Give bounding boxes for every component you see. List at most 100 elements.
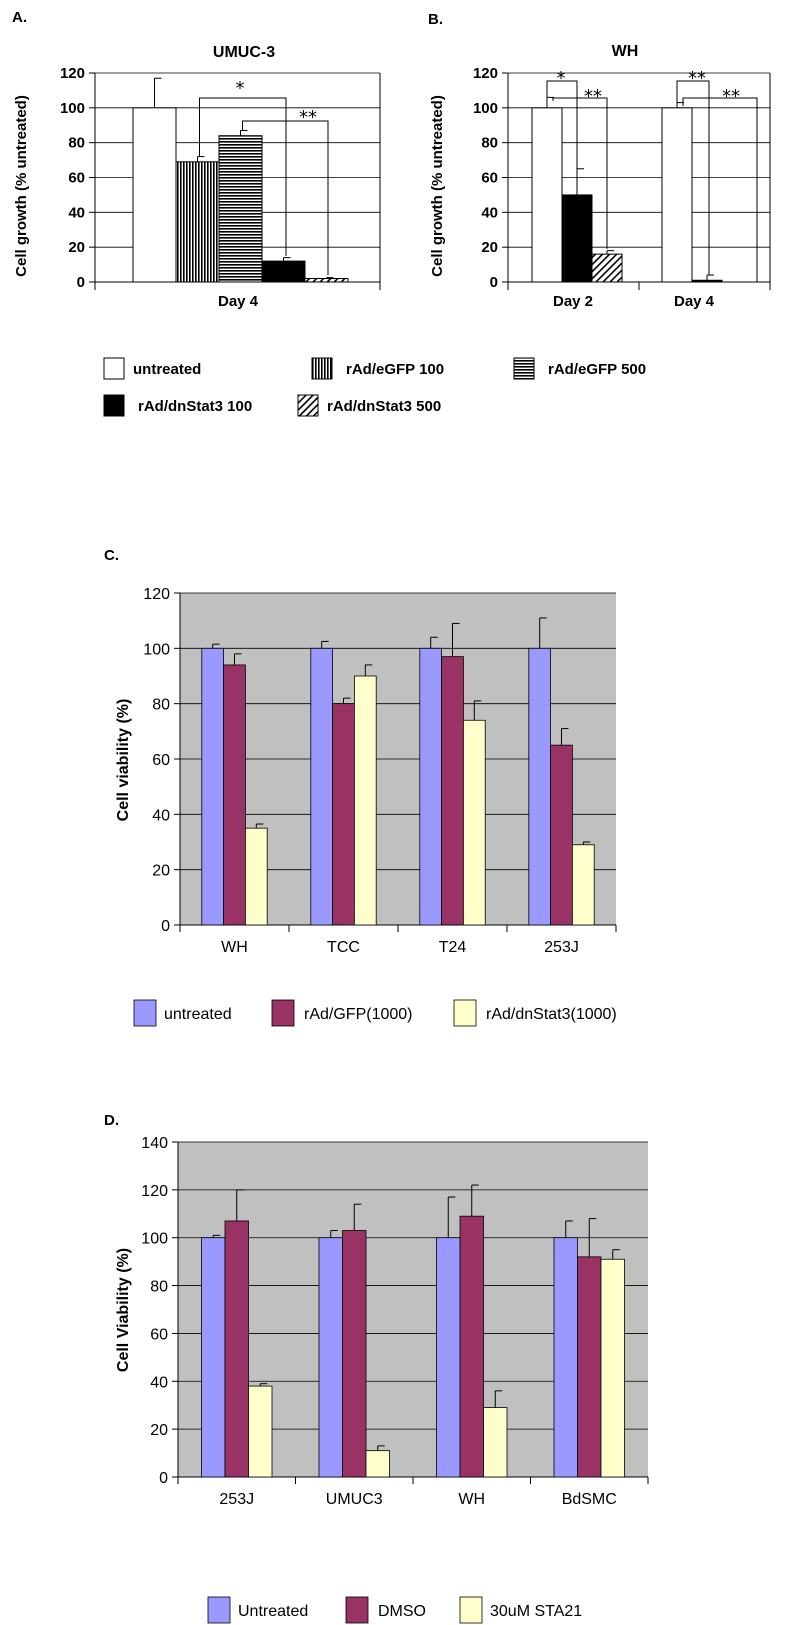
panel-c-bar	[244, 827, 268, 926]
panel-c-bar	[223, 664, 246, 926]
panel-c-legend-swatch	[271, 999, 295, 1027]
legend-ab-swatch	[103, 357, 125, 380]
panel-d-y-tick-label: 20	[150, 1422, 168, 1439]
panel-c-legend: untreated rAd/GFP(1000) rAd/dnStat3(1000)	[133, 999, 617, 1027]
panel-d-y-tick-label: 0	[159, 1470, 168, 1487]
panel-a-y-tick-label: 20	[68, 239, 85, 256]
panel-c-x-tick-label: WH	[221, 939, 248, 956]
panel-d-y-tick-label: 80	[150, 1279, 168, 1296]
panel-d-y-tick-label: 100	[141, 1231, 168, 1248]
panel-b-annotation: *	[557, 68, 566, 89]
panel-c-y-tick-label: 0	[161, 918, 170, 935]
panel-d-legend-label: DMSO	[378, 1603, 426, 1620]
panel-d-y-tick-label: 60	[150, 1326, 168, 1343]
legend-ab-swatch	[513, 357, 535, 380]
panel-c-legend-swatch	[453, 999, 477, 1027]
legend-ab-label: rAd/dnStat3 500	[327, 398, 441, 415]
panel-b-y-tick-label: 100	[473, 100, 498, 117]
legend-ab: untreated rAd/eGFP 100 rAd/eGFP 500 rAd/dnS…	[103, 357, 646, 417]
panel-d-bar	[248, 1385, 273, 1478]
panel-b-bar	[661, 107, 693, 283]
panel-d-legend-label: 30uM STA21	[490, 1603, 582, 1620]
legend-ab-swatch	[297, 394, 319, 417]
panel-d-bar	[342, 1230, 367, 1478]
panel-a-y-tick-label: 100	[60, 100, 85, 117]
panel-b-letter: B.	[428, 11, 443, 28]
panel-d-bar	[224, 1220, 249, 1478]
panel-c-bar	[441, 656, 464, 926]
panel-a-bar	[132, 107, 177, 283]
panel-a-y-tick-label: 40	[68, 204, 85, 221]
panel-c-bar	[419, 647, 442, 926]
panel-c-bar	[550, 744, 573, 926]
panel-d-y-tick-label: 120	[141, 1183, 168, 1200]
panel-d-x-tick-label: WH	[458, 1491, 485, 1508]
panel-b-annotation: **	[722, 86, 740, 107]
panel-c: C. Cell viability (%) 0 20 40 60 80 100 120 WH T…	[104, 547, 617, 1027]
panel-a: A. UMUC-3 Cell growth (% untreated) 0 20 4…	[12, 9, 381, 310]
panel-c-bar	[572, 844, 595, 926]
panel-b-x-tick-label: Day 2	[553, 293, 593, 310]
panel-d-bar	[483, 1407, 508, 1478]
panel-b-bracket-4	[682, 97, 758, 282]
panel-b-bar	[691, 279, 723, 283]
panel-c-y-tick-label: 100	[143, 641, 170, 658]
panel-b-bar	[531, 107, 563, 283]
panel-d-bar	[577, 1256, 602, 1478]
panel-d-x-tick-label: UMUC3	[326, 1491, 383, 1508]
panel-c-bar	[310, 647, 333, 926]
panel-a-title: UMUC-3	[213, 44, 275, 61]
panel-b-title: WH	[612, 43, 639, 60]
panel-b-x-tick-label: Day 4	[674, 293, 715, 310]
panel-b-y-tick-label: 60	[481, 170, 498, 187]
panel-a-y-tick-label: 60	[68, 170, 85, 187]
panel-a-bracket-1	[199, 97, 287, 256]
panel-a-bar	[304, 278, 349, 283]
panel-d-bar	[600, 1258, 625, 1478]
panel-b-bracket-1	[546, 80, 578, 175]
panel-c-plot: 0 20 40 60 80 100 120 WH TCC T24 253J	[143, 586, 617, 956]
legend-ab-swatch	[103, 394, 125, 417]
legend-ab-label: rAd/eGFP 500	[548, 361, 646, 378]
panel-a-x-tick-label: Day 4	[218, 293, 259, 310]
panel-c-y-tick-label: 80	[152, 697, 170, 714]
panel-d-plot: 0 20 40 60 80 100 120 140 253J UMUC3 WH BdSMC	[141, 1135, 649, 1508]
panel-b-bracket-2	[552, 97, 608, 249]
panel-c-legend-label: rAd/GFP(1000)	[304, 1006, 412, 1023]
panel-a-annotation: **	[299, 107, 317, 128]
panel-d-bar	[365, 1450, 390, 1478]
panel-a-y-tick-label: 120	[60, 65, 85, 82]
panel-b-y-tick-label: 40	[481, 204, 498, 221]
panel-d-legend: Untreated DMSO 30uM STA21	[207, 1596, 582, 1624]
panel-a-bar	[218, 135, 263, 283]
panel-c-letter: C.	[104, 547, 119, 564]
panel-b-bar	[591, 253, 623, 283]
panel-c-x-tick-label: T24	[439, 939, 467, 956]
panel-a-bar	[175, 161, 220, 283]
panel-c-bar	[462, 719, 486, 926]
panel-d-letter: D.	[104, 1112, 119, 1129]
panel-d-legend-swatch	[345, 1596, 369, 1624]
panel-a-y-tick-label: 80	[68, 135, 85, 152]
panel-c-y-tick-label: 60	[152, 752, 170, 769]
panel-d-legend-swatch	[459, 1596, 483, 1624]
panel-b-y-axis-label: Cell growth (% untreated)	[429, 95, 446, 277]
panel-d-legend-label: Untreated	[238, 1603, 308, 1620]
legend-ab-label: rAd/eGFP 100	[346, 361, 444, 378]
panel-c-y-axis-label: Cell viability (%)	[115, 699, 132, 822]
panel-c-legend-label: rAd/dnStat3(1000)	[486, 1006, 617, 1023]
panel-b-bracket-3	[676, 80, 710, 276]
panel-b-y-tick-label: 20	[481, 239, 498, 256]
panel-b-y-tick-label: 0	[490, 274, 498, 291]
panel-a-letter: A.	[12, 9, 27, 26]
panel-b-annotation: **	[688, 68, 706, 89]
panel-d-y-tick-label: 140	[141, 1135, 168, 1152]
panel-a-annotation: *	[236, 78, 245, 99]
panel-a-y-tick-label: 0	[77, 274, 85, 291]
panel-a-bar	[261, 260, 306, 283]
panel-d-bar	[436, 1237, 461, 1478]
legend-ab-swatch	[311, 357, 333, 380]
panel-b-y-tick-label: 120	[473, 65, 498, 82]
